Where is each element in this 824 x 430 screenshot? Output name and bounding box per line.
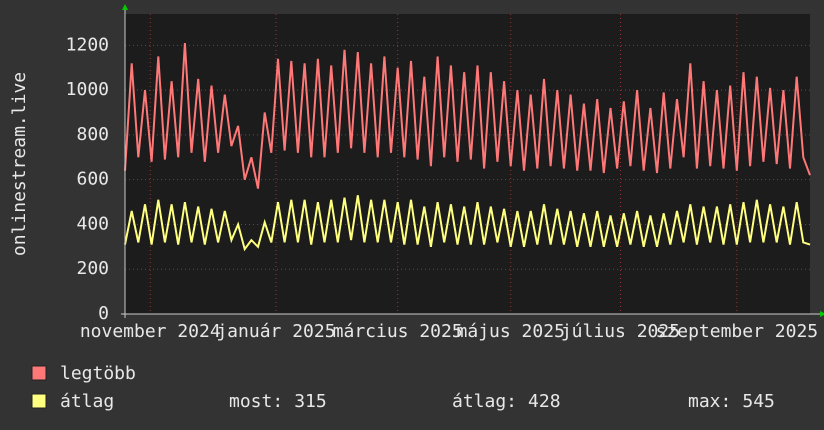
axis-arrow — [820, 311, 824, 317]
x-tick-label: november 2024 — [80, 321, 221, 342]
x-tick-label: szeptember 2025 — [656, 321, 819, 342]
stat-label: max: — [688, 391, 731, 412]
stat-value: 315 — [294, 391, 327, 412]
y-tick-label: 400 — [76, 213, 109, 234]
y-tick-label: 0 — [98, 303, 109, 324]
legend-swatch — [31, 365, 47, 381]
stat-value: 428 — [528, 391, 561, 412]
legend-label: átlag — [60, 391, 114, 412]
stat: átlag: 428 — [452, 391, 561, 412]
series-line — [124, 43, 811, 189]
legend-label: legtöbb — [60, 363, 136, 384]
x-tick-label: július 2025 — [561, 321, 680, 342]
plot-area — [125, 14, 810, 314]
stat: most: 315 — [229, 391, 327, 412]
stat-label: átlag: — [452, 391, 517, 412]
stat: max: 545 — [688, 391, 775, 412]
y-tick-label: 200 — [76, 258, 109, 279]
y-tick-label: 1200 — [66, 34, 109, 55]
legend-swatch — [31, 393, 47, 409]
y-tick-label: 1000 — [66, 79, 109, 100]
stat-label: most: — [229, 391, 283, 412]
y-tick-label: 800 — [76, 124, 109, 145]
y-tick-label: 600 — [76, 169, 109, 190]
series-line — [124, 195, 811, 252]
y-axis-label: onlinestream.live — [9, 72, 30, 256]
x-tick-label: május 2025 — [457, 321, 565, 342]
x-tick-label: január 2025 — [216, 321, 335, 342]
stat-value: 545 — [742, 391, 775, 412]
axis-arrow — [122, 4, 128, 10]
x-tick-label: március 2025 — [333, 321, 463, 342]
